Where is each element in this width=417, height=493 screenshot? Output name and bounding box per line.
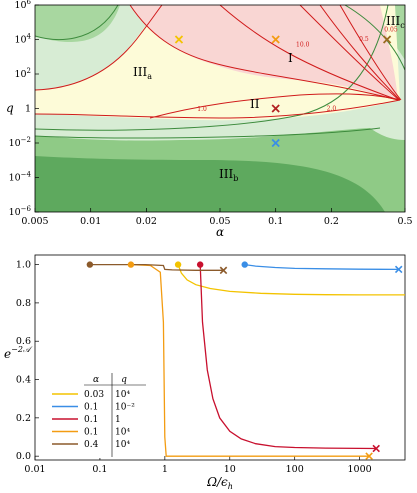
top-x-tick-label: 0.05 — [209, 216, 230, 227]
legend-row: 0.03 10⁴ — [52, 390, 130, 400]
series-start-dot — [196, 261, 204, 268]
bottom-y-tick-label: 0.8 — [16, 298, 31, 309]
legend-q-value: 10⁴ — [115, 428, 130, 438]
cross-marker — [271, 35, 280, 44]
legend-header-alpha: α — [93, 375, 99, 385]
series-start-dot — [174, 261, 182, 268]
legend-header-q: q — [121, 375, 127, 385]
bottom-y-tick-label: 0.2 — [16, 413, 31, 424]
series-end-cross — [219, 266, 228, 275]
region-label-IIIb: IIIb — [219, 167, 238, 183]
bottom-x-axis-label: Ω/ϵh — [206, 475, 233, 491]
bottom-x-tick-label: 0.1 — [92, 464, 107, 475]
bottom-y-tick-label: 0.6 — [16, 336, 31, 347]
top-y-tick-label: 10−2 — [9, 136, 31, 149]
bottom-y-axis-label: e−2𝒜 — [4, 345, 33, 361]
series-end-cross — [365, 452, 373, 460]
legend-alpha-value: 0.03 — [84, 390, 104, 400]
top-x-tick-label: 0.2 — [324, 216, 339, 227]
series-end-cross — [394, 265, 403, 274]
cross-marker — [271, 104, 280, 113]
series-line — [130, 263, 370, 457]
legend-alpha-value: 0.1 — [84, 428, 98, 438]
bottom-y-tick-label: 1.0 — [16, 260, 31, 271]
legend-q-value: 1 — [115, 415, 121, 425]
contour-label: 1.0 — [197, 106, 207, 113]
cross-marker — [382, 35, 392, 44]
top-axis-ticks: 0.005 0.01 0.02 0.05 0.1 0.2 0.5 10−6 10−4 10−2 1 1… — [9, 0, 413, 227]
region-label-IIIc: IIIc — [386, 14, 405, 30]
region-III-upper-dark — [35, 5, 120, 42]
top-y-tick-label: 104 — [14, 33, 31, 46]
legend-q-value: 10⁻² — [115, 403, 135, 413]
contour-lines — [35, 5, 405, 139]
bottom-x-tick-label: 100 — [286, 464, 304, 475]
region-I-fill — [130, 5, 398, 100]
contour-labels: 0.05 0.5 10.0 1.0 2.0 — [197, 26, 398, 113]
contour-label: 0.5 — [359, 36, 369, 43]
region-label-I: I — [288, 51, 293, 65]
bottom-x-tick-label: 10 — [224, 464, 236, 475]
bottom-x-tick-label: 1 — [162, 464, 168, 475]
legend-row: 0.1 10⁻² — [52, 403, 135, 413]
region-label-II: II — [250, 97, 260, 111]
legend-alpha-value: 0.1 — [84, 415, 98, 425]
bottom-x-tick-label: 1000 — [348, 464, 372, 475]
bottom-y-tick-label: 0.4 — [16, 375, 31, 386]
bottom-y-tick-label: 0.0 — [16, 451, 31, 462]
cross-marker — [174, 35, 184, 44]
top-y-tick-label: 10−6 — [9, 205, 32, 218]
series-start-dot — [86, 261, 94, 268]
top-x-tick-label: 0.01 — [80, 216, 101, 227]
series-start-dot — [241, 261, 248, 268]
legend-alpha-value: 0.4 — [84, 440, 99, 450]
region-light-green-band — [35, 5, 405, 212]
top-y-axis-label: q — [6, 101, 14, 115]
top-x-tick-label: 0.02 — [136, 216, 157, 227]
top-y-tick-label: 106 — [14, 0, 31, 11]
top-y-tick-label: 10−4 — [9, 171, 32, 184]
top-x-tick-label: 0.1 — [268, 216, 283, 227]
bottom-x-tick-label: 0.01 — [24, 464, 45, 475]
legend-alpha-value: 0.1 — [84, 403, 98, 413]
marker-layer — [174, 35, 392, 148]
region-label-IIIa: IIIa — [133, 65, 152, 81]
top-x-tick-label: 0.5 — [397, 216, 412, 227]
top-x-tick-label: 0.005 — [21, 216, 48, 227]
series-end-cross — [372, 444, 380, 453]
legend-row: 0.1 10⁴ — [52, 428, 130, 438]
top-x-axis-label: α — [216, 225, 224, 239]
top-y-tick-label: 102 — [14, 67, 31, 80]
contour-label: 10.0 — [296, 41, 310, 48]
legend-row: 0.4 10⁴ — [52, 440, 130, 450]
top-y-tick-label: 1 — [25, 104, 31, 115]
legend-q-value: 10⁴ — [115, 440, 130, 450]
endpoint-markers — [86, 261, 403, 460]
series-line — [244, 263, 399, 271]
cross-marker — [271, 138, 280, 148]
legend-q-value: 10⁴ — [115, 390, 130, 400]
legend-row: 0.1 1 — [52, 415, 121, 425]
contour-label: 2.0 — [327, 106, 337, 113]
phase-diagram: 0.005 0.01 0.02 0.05 0.1 0.2 0.5 10−6 10−4 10−2 1 1… — [6, 0, 413, 239]
series-line — [89, 263, 224, 271]
series-line — [177, 264, 405, 296]
region-layer — [35, 5, 405, 212]
contour-label: 0.05 — [384, 26, 398, 33]
series-start-dot — [127, 261, 135, 268]
series-layer — [89, 263, 405, 457]
series-line — [199, 264, 377, 450]
